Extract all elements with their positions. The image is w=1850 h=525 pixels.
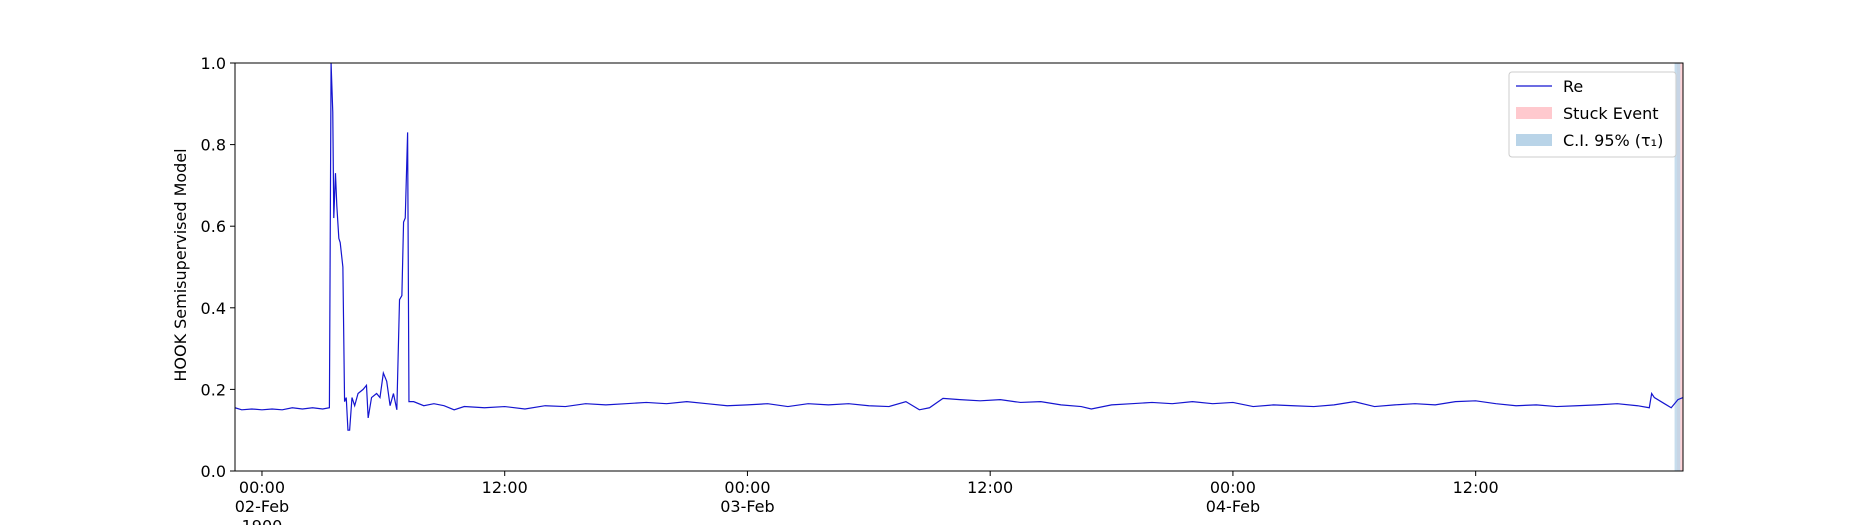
span	[1674, 63, 1681, 471]
y-tick-label: 0.2	[201, 380, 226, 399]
legend-label: Stuck Event	[1563, 104, 1659, 123]
y-tick-label: 0.8	[201, 136, 226, 155]
legend-swatch	[1516, 134, 1552, 146]
legend-swatch	[1516, 107, 1552, 119]
y-axis-label: HOOK Semisupervised Model	[171, 148, 190, 381]
y-tick-label: 0.0	[201, 462, 226, 481]
x-tick-label: 12:00	[1453, 478, 1499, 497]
y-tick-label: 1.0	[201, 54, 226, 73]
legend-label: C.I. 95% (τ₁)	[1563, 131, 1663, 150]
x-tick-label: 00:00 03-Feb	[720, 478, 774, 516]
line-series	[234, 62, 1684, 431]
y-tick-label: 0.6	[201, 217, 226, 236]
axes-frame	[234, 62, 1684, 472]
x-tick-label: 12:00	[482, 478, 528, 497]
x-tick-label: 00:00 04-Feb	[1206, 478, 1260, 516]
y-tick-label: 0.4	[201, 299, 226, 318]
legend-label: Re	[1563, 77, 1583, 96]
x-tick-label: 12:00	[967, 478, 1013, 497]
